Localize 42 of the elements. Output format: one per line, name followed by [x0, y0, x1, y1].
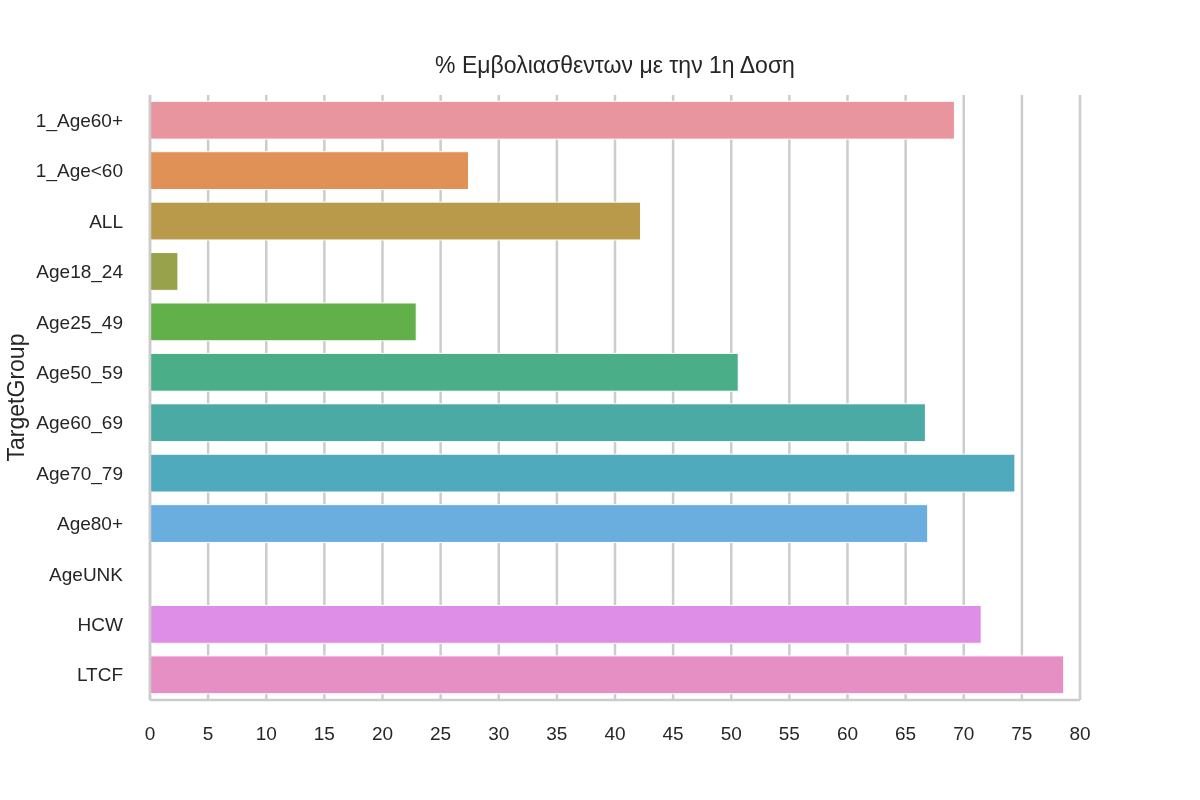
x-tick-label: 55 [778, 723, 800, 744]
x-tick-label: 10 [255, 723, 277, 744]
chart-title: % Εμβολιασθεντων με την 1η Δοση [435, 52, 795, 78]
y-tick-label: ALL [89, 210, 123, 232]
y-tick-label: 1_Age<60 [35, 160, 123, 183]
y-tick-label: Age25_49 [36, 311, 123, 334]
y-tick-label: Age60_69 [36, 412, 123, 435]
x-tick-label: 45 [662, 723, 684, 744]
bar [149, 453, 1016, 493]
y-tick-label: Age50_59 [36, 361, 123, 384]
bar [149, 302, 417, 342]
x-tick-label: 15 [313, 723, 335, 744]
bar [149, 504, 929, 543]
bar [149, 151, 470, 191]
y-tick-label: Age18_24 [36, 261, 124, 284]
y-tick-label: 1_Age60+ [35, 109, 123, 132]
bar [149, 604, 982, 644]
x-tick-label: 20 [371, 723, 394, 744]
bar [149, 655, 1065, 695]
bar [149, 352, 739, 392]
y-tick-label: Age80+ [56, 513, 123, 535]
x-tick-label: 80 [1069, 723, 1091, 744]
y-tick-label: Age70_79 [36, 462, 123, 485]
bar [149, 403, 926, 443]
y-tick-label: LTCF [76, 664, 123, 686]
x-tick-label: 0 [144, 723, 156, 744]
bar [149, 100, 955, 140]
bar [149, 252, 179, 291]
x-tick-label: 40 [604, 723, 626, 744]
x-tick-label: 70 [953, 723, 975, 744]
x-tick-label: 30 [488, 723, 510, 744]
bar [149, 201, 642, 241]
x-tick-label: 60 [836, 723, 859, 744]
x-tick-label: 50 [720, 723, 742, 744]
x-tick-label: 35 [546, 723, 568, 744]
y-tick-label: AgeUNK [49, 563, 124, 585]
x-tick-label: 25 [430, 723, 452, 744]
x-tick-label: 5 [202, 723, 214, 744]
x-tick-label: 75 [1011, 723, 1033, 744]
x-tick-label: 65 [895, 723, 917, 744]
y-axis-title: TargetGroup [3, 333, 29, 462]
y-tick-label: HCW [77, 614, 124, 636]
